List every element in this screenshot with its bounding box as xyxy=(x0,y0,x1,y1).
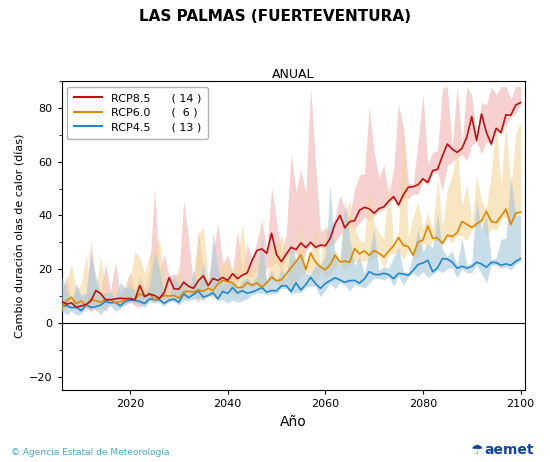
Y-axis label: Cambio duración olas de calor (días): Cambio duración olas de calor (días) xyxy=(15,134,25,338)
Text: ☂: ☂ xyxy=(470,444,483,457)
Text: © Agencia Estatal de Meteorología: © Agencia Estatal de Meteorología xyxy=(11,449,169,457)
X-axis label: Año: Año xyxy=(280,414,307,429)
Text: LAS PALMAS (FUERTEVENTURA): LAS PALMAS (FUERTEVENTURA) xyxy=(139,9,411,24)
Legend: RCP8.5      ( 14 ), RCP6.0      (  6 ), RCP4.5      ( 13 ): RCP8.5 ( 14 ), RCP6.0 ( 6 ), RCP4.5 ( 13… xyxy=(67,87,208,139)
Text: aemet: aemet xyxy=(484,444,534,457)
Title: ANUAL: ANUAL xyxy=(272,68,315,81)
